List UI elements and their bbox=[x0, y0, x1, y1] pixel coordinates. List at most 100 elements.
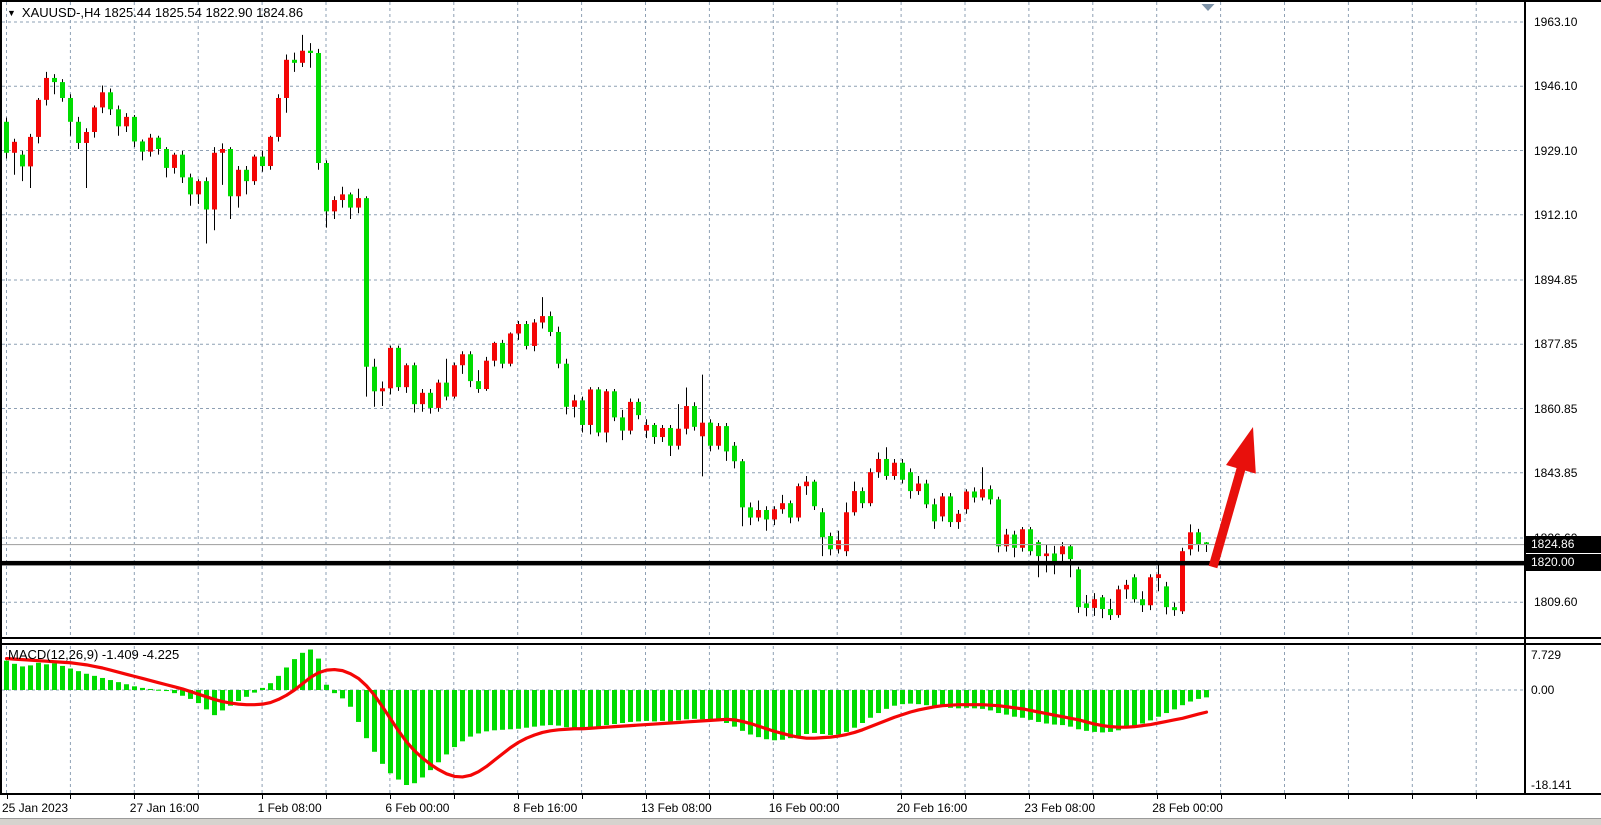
candle-body bbox=[716, 426, 721, 446]
candle-body bbox=[108, 92, 113, 110]
candle-body bbox=[332, 200, 337, 212]
time-axis-tick bbox=[965, 795, 966, 799]
trend-arrow-shaft[interactable] bbox=[1208, 462, 1247, 569]
macd-histogram-bar bbox=[36, 662, 41, 690]
macd-histogram-bar bbox=[1156, 690, 1161, 717]
chart-title[interactable]: ▼ XAUUSD-,H4 1825.44 1825.54 1822.90 1824… bbox=[7, 5, 303, 20]
time-axis-tick bbox=[6, 795, 8, 799]
candle-body bbox=[196, 181, 201, 195]
macd-histogram-bar bbox=[164, 690, 169, 692]
symbol-dropdown-icon[interactable]: ▼ bbox=[7, 8, 16, 18]
trend-arrow-head[interactable] bbox=[1226, 427, 1256, 474]
candle-body bbox=[876, 458, 881, 473]
macd-histogram-bar bbox=[1076, 690, 1081, 730]
candle-body bbox=[220, 149, 225, 153]
price-axis-label: 1894.85 bbox=[1534, 272, 1578, 287]
candle-body bbox=[572, 400, 577, 407]
time-axis-tick bbox=[326, 795, 327, 799]
candle-body bbox=[828, 536, 833, 550]
candle-body bbox=[852, 491, 857, 513]
candle-body bbox=[1132, 577, 1137, 600]
price-axis-label: 1929.10 bbox=[1534, 143, 1578, 158]
macd-histogram-bar bbox=[1100, 690, 1105, 733]
macd-axis-label: -18.141 bbox=[1531, 778, 1572, 792]
time-axis-tick bbox=[1092, 795, 1094, 799]
macd-histogram-bar bbox=[1164, 690, 1169, 714]
macd-histogram-bar bbox=[124, 684, 129, 690]
candle-body bbox=[580, 400, 585, 425]
candle-body bbox=[12, 141, 17, 153]
candle-body bbox=[1148, 577, 1153, 606]
macd-histogram-bar bbox=[716, 690, 721, 721]
time-axis-label: 27 Jan 16:00 bbox=[129, 801, 200, 815]
chart-shift-marker-icon[interactable] bbox=[1201, 4, 1215, 11]
candle-body bbox=[612, 391, 617, 418]
candle-body bbox=[348, 194, 353, 208]
macd-histogram-bar bbox=[60, 665, 65, 690]
chart-title-text: XAUUSD-,H4 1825.44 1825.54 1822.90 1824.… bbox=[21, 5, 304, 20]
macd-indicator-label[interactable]: MACD(12,26,9) -1.409 -4.225 bbox=[8, 647, 180, 662]
horizontal-line-1820[interactable] bbox=[2, 560, 1524, 566]
candle-body bbox=[812, 481, 817, 507]
main-price-chart[interactable] bbox=[0, 0, 1524, 637]
price-axis-label: 1809.60 bbox=[1534, 595, 1578, 610]
candle-body bbox=[140, 141, 145, 152]
candle-body bbox=[468, 354, 473, 382]
candle-body bbox=[1108, 609, 1113, 616]
main-macd-separator[interactable] bbox=[0, 637, 1601, 639]
candle-body bbox=[1204, 542, 1209, 545]
candle-body bbox=[1156, 574, 1161, 579]
candle-body bbox=[164, 149, 169, 168]
candle-body bbox=[540, 316, 545, 323]
macd-indicator-panel[interactable] bbox=[0, 645, 1524, 793]
candle-body bbox=[772, 509, 777, 520]
candle-body bbox=[236, 169, 241, 197]
macd-histogram-bar bbox=[276, 675, 281, 690]
macd-histogram-bar bbox=[908, 690, 913, 704]
time-axis-tick bbox=[198, 795, 200, 799]
candle-body bbox=[668, 427, 673, 446]
time-axis-label: 23 Feb 08:00 bbox=[1024, 801, 1096, 815]
macd-histogram-bar bbox=[420, 690, 425, 778]
macd-histogram-bar bbox=[212, 690, 217, 716]
candle-body bbox=[180, 154, 185, 178]
candle-body bbox=[1092, 599, 1097, 608]
candle-body bbox=[532, 322, 537, 346]
macd-histogram-bar bbox=[556, 690, 561, 726]
candle-body bbox=[356, 198, 361, 208]
macd-histogram-bar bbox=[604, 690, 609, 726]
candle-body bbox=[244, 169, 249, 182]
candle-body bbox=[388, 347, 393, 389]
macd-histogram-bar bbox=[372, 690, 377, 752]
macd-histogram-bar bbox=[1036, 690, 1041, 722]
macd-histogram-bar bbox=[108, 680, 113, 690]
macd-histogram-bar bbox=[580, 690, 585, 729]
macd-histogram-bar bbox=[388, 690, 393, 774]
macd-histogram-bar bbox=[884, 690, 889, 709]
candle-body bbox=[44, 77, 49, 100]
candle-body bbox=[652, 424, 657, 438]
macd-histogram-bar bbox=[948, 690, 953, 708]
candle-body bbox=[932, 504, 937, 522]
macd-histogram-bar bbox=[1052, 690, 1057, 725]
candle-body bbox=[372, 366, 377, 392]
candle-body bbox=[436, 382, 441, 408]
candle-body bbox=[756, 509, 761, 518]
axis-border bbox=[1524, 0, 1526, 795]
macd-histogram-bar bbox=[724, 690, 729, 723]
macd-histogram-bar bbox=[204, 690, 209, 710]
macd-histogram-bar bbox=[244, 690, 249, 697]
macd-histogram-bar bbox=[564, 690, 569, 728]
candle-body bbox=[292, 59, 297, 63]
time-axis-label: 20 Feb 16:00 bbox=[896, 801, 968, 815]
candle-body bbox=[940, 496, 945, 517]
macd-bottom-border bbox=[0, 793, 1601, 795]
macd-histogram-bar bbox=[764, 690, 769, 740]
candle-body bbox=[972, 491, 977, 498]
macd-histogram-bar bbox=[684, 690, 689, 720]
macd-histogram-bar bbox=[708, 690, 713, 720]
macd-histogram-bar bbox=[356, 690, 361, 722]
candle-body bbox=[740, 461, 745, 508]
macd-histogram-bar bbox=[284, 667, 289, 690]
candle-body bbox=[212, 152, 217, 210]
